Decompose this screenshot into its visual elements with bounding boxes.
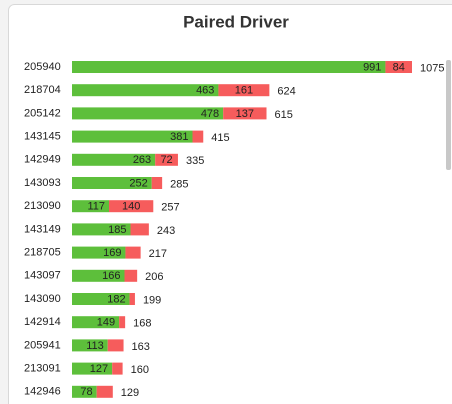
value-label: 381 (170, 131, 188, 143)
total-label: 285 (170, 178, 188, 190)
total-label: 415 (211, 132, 229, 144)
category-label: 143097 (24, 270, 61, 282)
bar-segment (109, 200, 154, 213)
value-label: 991 (363, 61, 381, 73)
bar-segment (72, 107, 224, 120)
category-label: 205142 (24, 107, 61, 119)
value-label: 113 (86, 340, 104, 352)
value-label: 78 (80, 386, 92, 398)
bar-segment (72, 223, 131, 236)
value-label: 127 (90, 363, 108, 375)
bar-segment (72, 293, 130, 305)
category-label: 142914 (24, 316, 61, 328)
bar-segment (72, 362, 113, 375)
bar-segment (72, 130, 193, 143)
value-label: 84 (393, 61, 405, 73)
bar-segment (107, 339, 124, 352)
value-label: 252 (129, 177, 147, 189)
bar-segment (72, 316, 120, 329)
category-label: 205941 (24, 339, 61, 351)
value-label: 478 (201, 108, 219, 120)
total-label: 243 (157, 225, 175, 237)
value-label: 137 (236, 108, 254, 120)
value-label: 161 (235, 85, 253, 97)
bar-segment (125, 246, 141, 259)
bar-segment (72, 61, 386, 73)
category-label: 143090 (24, 293, 61, 305)
bar-segment (130, 223, 149, 236)
value-label: 72 (160, 154, 172, 166)
category-label: 142946 (24, 386, 61, 398)
value-label: 117 (87, 201, 105, 213)
total-label: 160 (131, 364, 149, 376)
total-label: 206 (145, 271, 163, 283)
bar-segment (124, 269, 138, 282)
category-label: 218704 (24, 84, 61, 96)
total-label: 217 (149, 248, 167, 260)
value-label: 166 (102, 270, 120, 282)
total-label: 335 (186, 155, 204, 167)
bar-segment (72, 84, 219, 97)
bar-segment (72, 153, 156, 166)
bar-segment (72, 200, 110, 213)
scrollbar (446, 60, 451, 170)
bar-segment (385, 61, 412, 73)
value-label: 185 (108, 224, 126, 236)
bar-segment (72, 385, 97, 398)
bar-segment (72, 246, 126, 259)
bar-segment (72, 177, 152, 189)
category-label: 142949 (24, 154, 61, 166)
bar-segment (112, 362, 123, 375)
bar-segment (155, 153, 178, 166)
total-label: 129 (121, 387, 139, 399)
value-label: 182 (107, 293, 125, 305)
value-label: 463 (196, 85, 214, 97)
bar-segment (192, 130, 204, 143)
total-label: 163 (132, 341, 150, 353)
bar-segment (223, 107, 267, 120)
total-label: 1075 (420, 62, 444, 74)
bar-segment (151, 177, 163, 189)
total-label: 257 (161, 202, 179, 214)
category-label: 213090 (24, 200, 61, 212)
total-label: 168 (133, 318, 151, 330)
bar-segment (119, 316, 126, 329)
category-label: 143149 (24, 223, 61, 235)
category-label: 213091 (24, 363, 61, 375)
total-label: 199 (143, 294, 161, 306)
bar-segment (72, 339, 108, 352)
value-label: 263 (133, 154, 151, 166)
value-label: 149 (97, 317, 115, 329)
total-label: 624 (277, 86, 295, 98)
bar-segment (129, 293, 135, 305)
category-label: 205940 (24, 61, 61, 73)
bar-segment (72, 269, 125, 282)
category-label: 143093 (24, 177, 61, 189)
category-label: 143145 (24, 131, 61, 143)
category-label: 218705 (24, 247, 61, 259)
value-label: 169 (103, 247, 121, 259)
chart-title: Paired Driver (183, 12, 289, 31)
bar-segment (218, 84, 270, 97)
total-label: 615 (275, 109, 293, 121)
value-label: 140 (122, 201, 140, 213)
bar-segment (96, 385, 113, 398)
